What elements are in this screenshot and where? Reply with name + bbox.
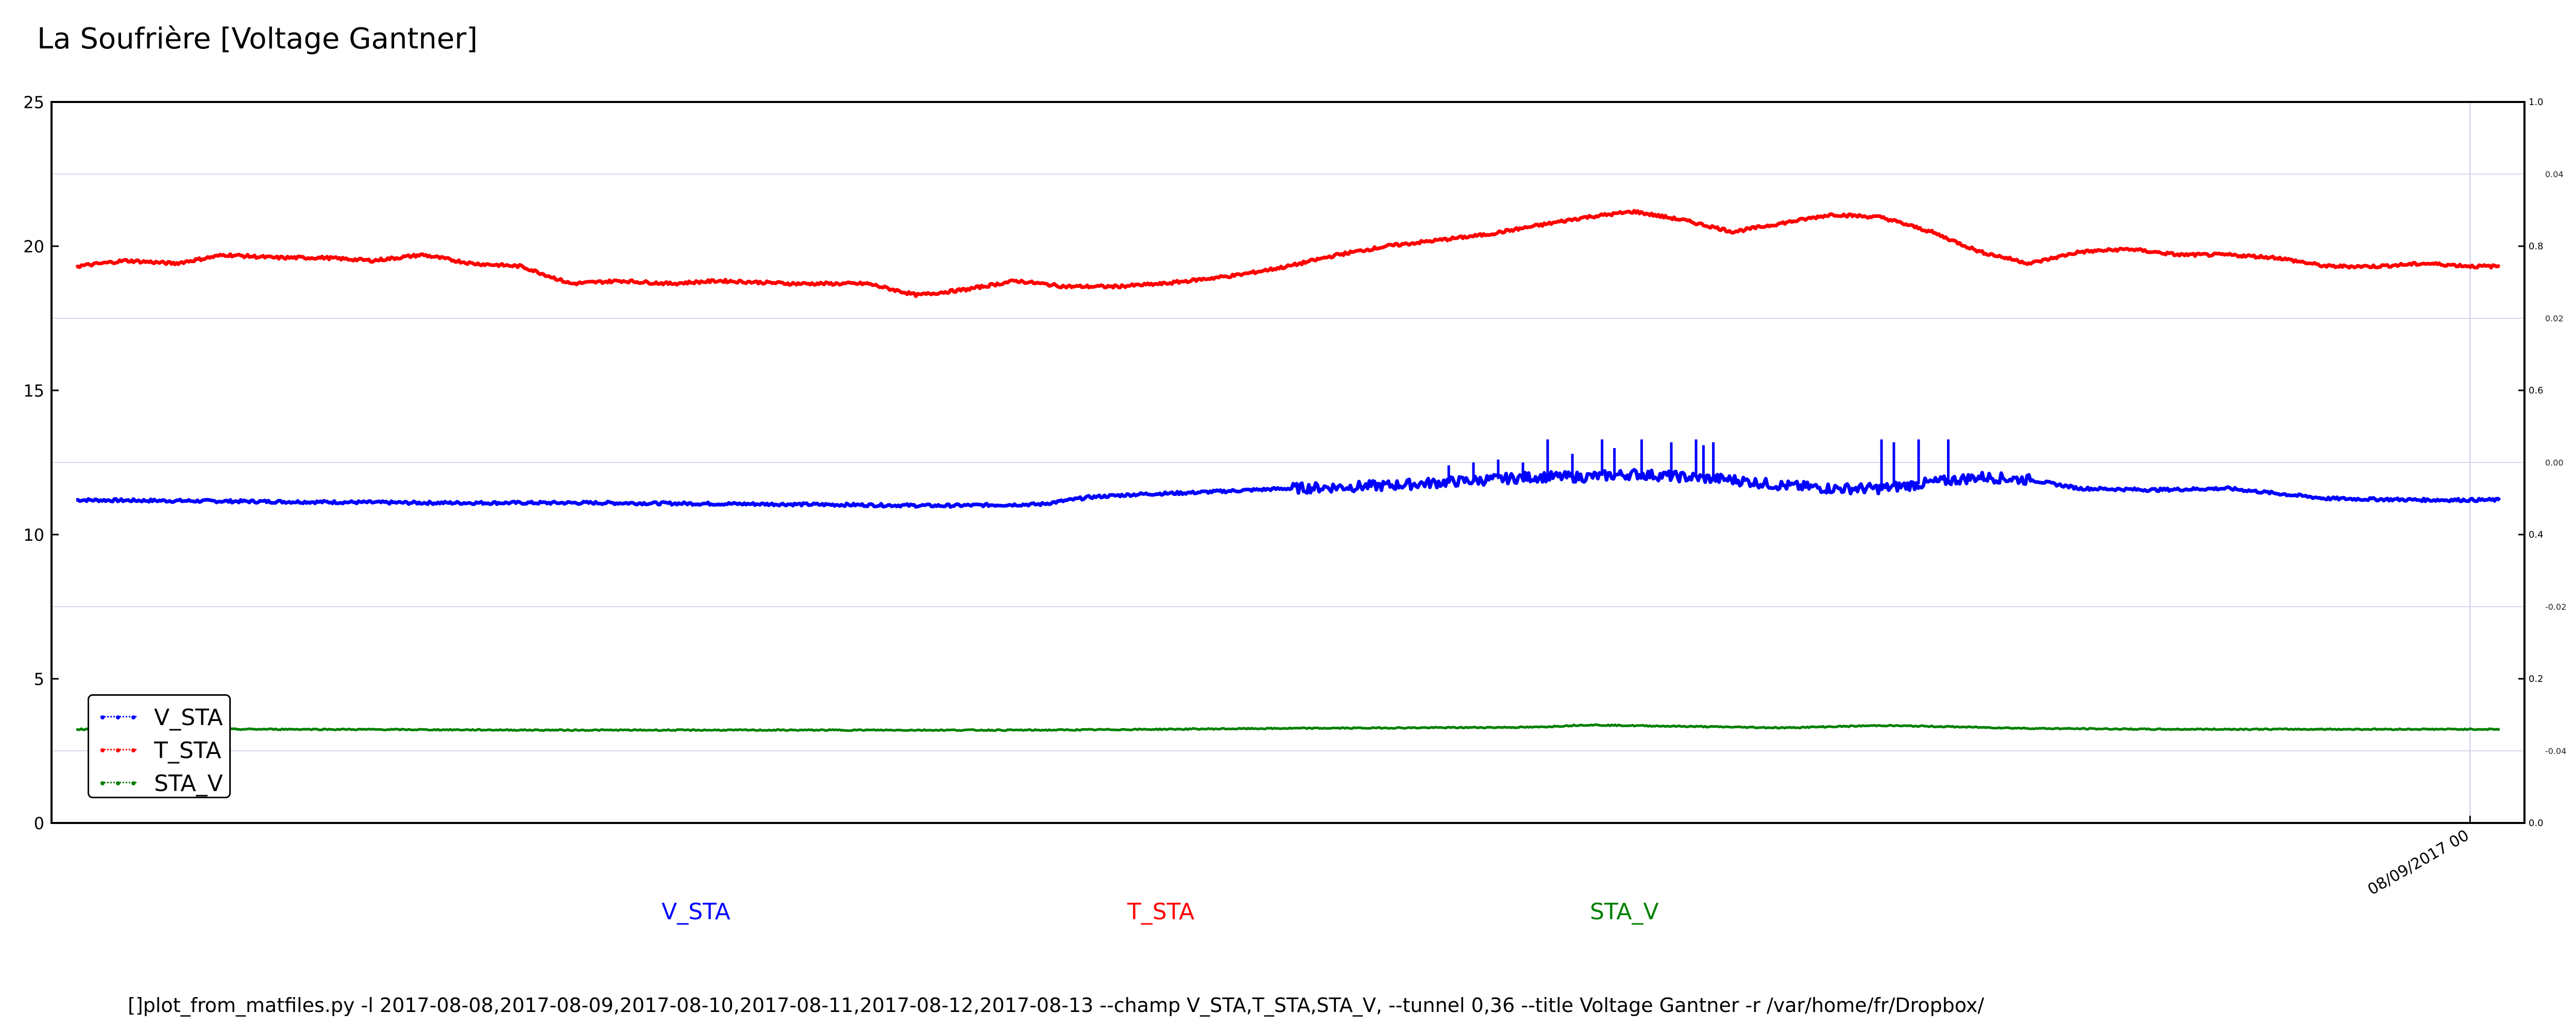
legend-marker xyxy=(131,781,135,785)
legend-marker xyxy=(116,715,120,719)
grid-layer xyxy=(52,102,2524,823)
right-tick-label: 1.0 xyxy=(2529,97,2544,108)
legend-entry: T_STA xyxy=(100,734,229,767)
right-secondary-tick-label: -0.02 xyxy=(2545,602,2566,612)
bottom-label-v-sta: V_STA xyxy=(662,899,731,925)
right-secondary-tick-label: 0.04 xyxy=(2545,169,2564,179)
legend-swatch xyxy=(100,748,137,752)
legend-label: STA_V xyxy=(154,770,223,797)
right-tick-label: 0.6 xyxy=(2529,385,2544,396)
legend: V_STA T_STA STA_V xyxy=(88,694,231,798)
series-layer xyxy=(75,209,2501,732)
chart-title: La Soufrière [Voltage Gantner] xyxy=(37,22,478,56)
series-line-v-sta xyxy=(76,468,2501,509)
x-tick-label: 08/09/2017 00 xyxy=(2365,827,2472,899)
right-tick-label: 0.0 xyxy=(2529,818,2544,829)
right-tick-label: 0.8 xyxy=(2529,241,2544,252)
legend-entry: STA_V xyxy=(100,767,229,800)
command-line-text: []plot_from_matfiles.py -l 2017-08-08,20… xyxy=(128,994,1985,1017)
legend-entry: V_STA xyxy=(100,701,229,734)
y-tick-label: 20 xyxy=(23,237,44,256)
legend-label: V_STA xyxy=(154,704,223,731)
right-secondary-tick-label: 0.02 xyxy=(2545,314,2564,323)
legend-swatch xyxy=(100,781,137,785)
right-tick-label: 0.2 xyxy=(2529,674,2544,684)
legend-marker xyxy=(131,715,135,719)
y-tick-label: 0 xyxy=(34,814,44,833)
series-line-sta-v xyxy=(76,723,2500,732)
y-tick-label: 5 xyxy=(34,670,44,689)
legend-marker xyxy=(116,748,120,752)
right-tick-label: 0.4 xyxy=(2529,529,2544,540)
legend-marker xyxy=(116,781,120,785)
series-line-t-sta xyxy=(75,209,2500,298)
plot-area-frame xyxy=(50,101,2526,824)
legend-swatch xyxy=(100,715,137,719)
bottom-label-sta-v: STA_V xyxy=(1590,899,1659,925)
legend-marker xyxy=(131,748,135,752)
legend-marker xyxy=(100,715,105,719)
legend-marker xyxy=(100,781,105,785)
legend-marker xyxy=(100,748,105,752)
axis-layer: 0 5 10 15 20 25 0.0 0.2 0.4 0.6 0.8 1.0 -0.04 -0.02 0.… xyxy=(23,93,2566,899)
bottom-label-t-sta: T_STA xyxy=(1127,899,1195,925)
y-tick-label: 10 xyxy=(23,525,44,545)
right-secondary-tick-label: -0.04 xyxy=(2545,746,2566,756)
y-tick-label: 15 xyxy=(23,381,44,401)
y-tick-label: 25 xyxy=(23,93,44,112)
legend-label: T_STA xyxy=(154,737,222,764)
right-secondary-tick-label: 0.00 xyxy=(2545,458,2564,468)
